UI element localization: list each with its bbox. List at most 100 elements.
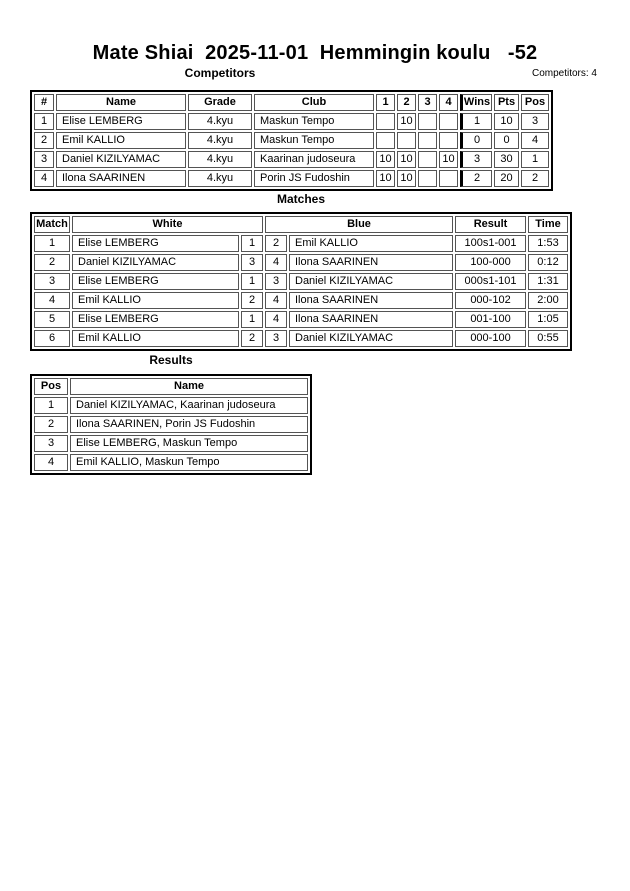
match-row: 1 Elise LEMBERG 1 2 Emil KALLIO 100s1-00… [34, 235, 568, 252]
col-header-pts: Pts [494, 94, 519, 111]
competitor-grade: 4.kyu [188, 132, 252, 149]
results-header-row: Pos Name [34, 378, 308, 395]
col-header-name: Name [56, 94, 186, 111]
result-name: Ilona SAARINEN, Porin JS Fudoshin [70, 416, 308, 433]
competitor-club: Maskun Tempo [254, 132, 374, 149]
result-row: 4 Emil KALLIO, Maskun Tempo [34, 454, 308, 471]
blue-player-num: 3 [265, 330, 287, 347]
competitor-name: Emil KALLIO [56, 132, 186, 149]
score-vs-3 [418, 170, 437, 187]
match-row: 3 Elise LEMBERG 1 3 Daniel KIZILYAMAC 00… [34, 273, 568, 290]
blue-player-name: Ilona SAARINEN [289, 311, 453, 328]
score-vs-1 [376, 113, 395, 130]
result-pos: 4 [34, 454, 68, 471]
score-vs-2: 10 [397, 151, 416, 168]
white-player-num: 1 [241, 311, 263, 328]
col-header-pos: Pos [34, 378, 68, 395]
white-player-num: 2 [241, 292, 263, 309]
score-vs-4: 10 [439, 151, 458, 168]
competitor-wins: 0 [460, 132, 492, 149]
competitor-num: 3 [34, 151, 54, 168]
matches-section-title: Matches [276, 192, 326, 206]
white-player-num: 2 [241, 330, 263, 347]
white-player-name: Elise LEMBERG [72, 311, 239, 328]
col-header-m3: 3 [418, 94, 437, 111]
white-player-num: 1 [241, 273, 263, 290]
match-number: 5 [34, 311, 70, 328]
match-result: 001-100 [455, 311, 526, 328]
match-number: 4 [34, 292, 70, 309]
result-name: Daniel KIZILYAMAC, Kaarinan judoseura [70, 397, 308, 414]
competitor-name: Ilona SAARINEN [56, 170, 186, 187]
score-vs-2: 10 [397, 170, 416, 187]
competitor-pts: 10 [494, 113, 519, 130]
competitor-num: 4 [34, 170, 54, 187]
match-result: 100s1-001 [455, 235, 526, 252]
competitor-row: 2 Emil KALLIO 4.kyu Maskun Tempo 0 0 4 [34, 132, 549, 149]
competitors-section-title: Competitors [184, 66, 256, 80]
col-header-name: Name [70, 378, 308, 395]
match-row: 2 Daniel KIZILYAMAC 3 4 Ilona SAARINEN 1… [34, 254, 568, 271]
competitor-pts: 20 [494, 170, 519, 187]
result-pos: 3 [34, 435, 68, 452]
result-row: 2 Ilona SAARINEN, Porin JS Fudoshin [34, 416, 308, 433]
competitor-club: Maskun Tempo [254, 113, 374, 130]
col-header-club: Club [254, 94, 374, 111]
match-result: 000-100 [455, 330, 526, 347]
competitor-pts: 0 [494, 132, 519, 149]
blue-player-num: 4 [265, 311, 287, 328]
competitor-wins: 3 [460, 151, 492, 168]
col-header-time: Time [528, 216, 568, 233]
match-result: 000s1-101 [455, 273, 526, 290]
col-header-pos: Pos [521, 94, 549, 111]
results-section-title: Results [149, 353, 193, 367]
competitor-grade: 4.kyu [188, 151, 252, 168]
match-time: 1:05 [528, 311, 568, 328]
score-vs-3 [418, 113, 437, 130]
matches-table: Match White Blue Result Time 1 Elise LEM… [30, 212, 572, 351]
score-vs-2 [397, 132, 416, 149]
result-pos: 2 [34, 416, 68, 433]
competitor-num: 1 [34, 113, 54, 130]
col-header-blue: Blue [265, 216, 453, 233]
competitor-club: Kaarinan judoseura [254, 151, 374, 168]
white-player-name: Elise LEMBERG [72, 235, 239, 252]
competitor-pos: 1 [521, 151, 549, 168]
match-row: 6 Emil KALLIO 2 3 Daniel KIZILYAMAC 000-… [34, 330, 568, 347]
col-header-grade: Grade [188, 94, 252, 111]
competitor-club: Porin JS Fudoshin [254, 170, 374, 187]
competitor-name: Daniel KIZILYAMAC [56, 151, 186, 168]
blue-player-num: 4 [265, 292, 287, 309]
white-player-name: Emil KALLIO [72, 292, 239, 309]
result-row: 1 Daniel KIZILYAMAC, Kaarinan judoseura [34, 397, 308, 414]
col-header-m2: 2 [397, 94, 416, 111]
result-name: Emil KALLIO, Maskun Tempo [70, 454, 308, 471]
result-pos: 1 [34, 397, 68, 414]
competitor-row: 3 Daniel KIZILYAMAC 4.kyu Kaarinan judos… [34, 151, 549, 168]
score-vs-1 [376, 132, 395, 149]
score-vs-1: 10 [376, 170, 395, 187]
blue-player-num: 4 [265, 254, 287, 271]
competitor-wins: 2 [460, 170, 492, 187]
white-player-num: 1 [241, 235, 263, 252]
match-row: 4 Emil KALLIO 2 4 Ilona SAARINEN 000-102… [34, 292, 568, 309]
score-vs-3 [418, 132, 437, 149]
score-vs-4 [439, 113, 458, 130]
competitor-row: 4 Ilona SAARINEN 4.kyu Porin JS Fudoshin… [34, 170, 549, 187]
blue-player-name: Daniel KIZILYAMAC [289, 273, 453, 290]
blue-player-name: Ilona SAARINEN [289, 292, 453, 309]
score-vs-4 [439, 170, 458, 187]
match-time: 1:53 [528, 235, 568, 252]
competitor-wins: 1 [460, 113, 492, 130]
white-player-name: Elise LEMBERG [72, 273, 239, 290]
competitors-table: # Name Grade Club 1 2 3 4 Wins Pts Pos 1… [30, 90, 553, 191]
result-name: Elise LEMBERG, Maskun Tempo [70, 435, 308, 452]
match-time: 2:00 [528, 292, 568, 309]
match-number: 1 [34, 235, 70, 252]
match-row: 5 Elise LEMBERG 1 4 Ilona SAARINEN 001-1… [34, 311, 568, 328]
blue-player-name: Ilona SAARINEN [289, 254, 453, 271]
competitors-count: Competitors: 4 [531, 68, 597, 79]
competitors-header-row: # Name Grade Club 1 2 3 4 Wins Pts Pos [34, 94, 549, 111]
white-player-name: Daniel KIZILYAMAC [72, 254, 239, 271]
col-header-white: White [72, 216, 263, 233]
